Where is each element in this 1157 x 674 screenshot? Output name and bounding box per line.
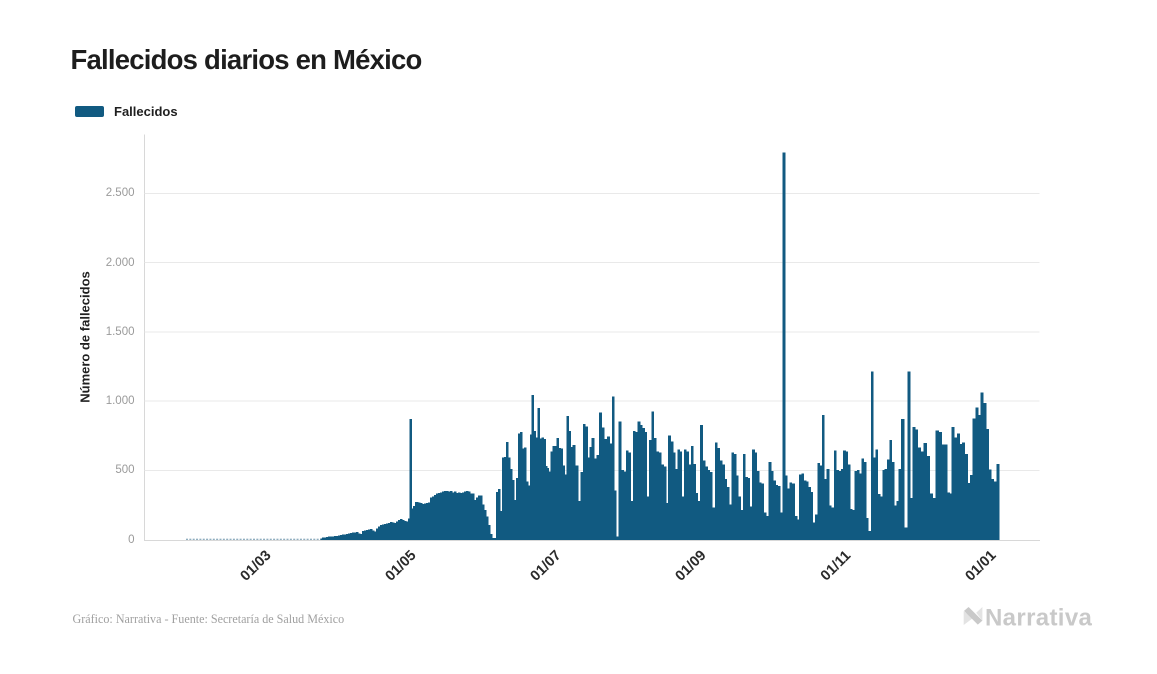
svg-text:Narrativa: Narrativa bbox=[985, 604, 1093, 628]
